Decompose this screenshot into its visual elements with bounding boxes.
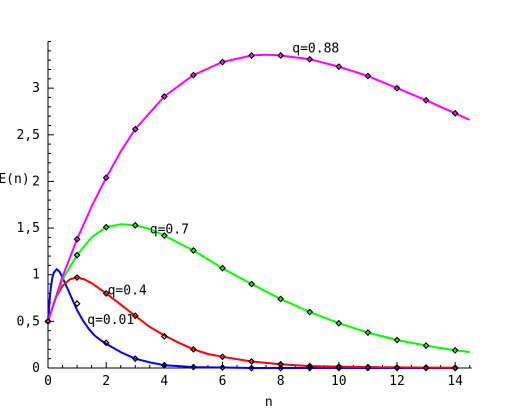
- x-tick-label: 6: [219, 374, 227, 389]
- data-point: [248, 358, 256, 365]
- y-tick-label: 2,5: [17, 128, 40, 143]
- data-point: [335, 63, 343, 71]
- data-point: [364, 363, 372, 371]
- curve-annotation: q=0.01: [87, 313, 134, 328]
- data-point: [160, 332, 168, 340]
- series-line: [47, 268, 456, 369]
- x-tick-label: 10: [331, 374, 347, 389]
- data-point: [393, 84, 401, 92]
- data-point: [219, 364, 226, 371]
- data-point: [248, 364, 256, 372]
- data-point: [422, 342, 430, 350]
- x-tick-label: 14: [447, 374, 463, 389]
- y-tick-label: 0,5: [17, 314, 40, 329]
- y-tick-label: 1: [32, 268, 40, 283]
- data-point: [102, 339, 110, 347]
- markers: [44, 52, 459, 372]
- data-point: [160, 361, 168, 369]
- series-line: [47, 276, 456, 369]
- data-point: [73, 274, 81, 281]
- data-point: [160, 232, 168, 239]
- data-point: [73, 251, 81, 259]
- data-point: [73, 300, 81, 308]
- data-point: [44, 317, 52, 325]
- data-point: [219, 264, 226, 272]
- data-point: [160, 93, 168, 100]
- data-point: [451, 109, 459, 117]
- y-tick-label: 2: [32, 174, 40, 189]
- x-tick-label: 8: [277, 374, 285, 389]
- x-tick-label: 4: [160, 374, 168, 389]
- data-point: [277, 52, 285, 59]
- data-point: [306, 308, 314, 316]
- data-point: [451, 364, 459, 372]
- data-point: [335, 319, 343, 327]
- x-tick-label: 12: [389, 374, 405, 389]
- data-point: [364, 72, 372, 80]
- data-point: [335, 363, 343, 371]
- series-line: [47, 53, 471, 322]
- data-point: [189, 363, 197, 371]
- data-point: [219, 353, 226, 361]
- data-point: [131, 221, 139, 229]
- data-point: [248, 52, 256, 59]
- labels: n E(n) q=0.88 q=0.7 q=0.4 q=0.01: [0, 42, 339, 410]
- data-point: [131, 125, 139, 133]
- data-point: [189, 71, 197, 79]
- axes: 0 2 4 6 8 10 12 14 0 0,5 1 1,5 2 2,5 3: [17, 41, 472, 389]
- data-point: [277, 364, 285, 372]
- data-point: [306, 55, 314, 63]
- y-tick-label: 3: [32, 81, 40, 96]
- curves: [47, 53, 471, 369]
- y-tick-label: 1,5: [17, 221, 40, 236]
- curve-annotation: q=0.7: [150, 223, 189, 238]
- data-point: [451, 346, 459, 354]
- data-point: [422, 364, 430, 372]
- data-point: [277, 360, 285, 368]
- data-point: [393, 363, 401, 371]
- curve-annotation: q=0.4: [108, 283, 147, 298]
- series-line: [47, 223, 470, 354]
- data-point: [306, 362, 314, 370]
- data-point: [364, 329, 372, 336]
- curve-annotation: q=0.88: [292, 42, 339, 57]
- data-point: [102, 289, 110, 297]
- x-axis-label: n: [265, 395, 273, 410]
- data-point: [219, 58, 226, 66]
- data-point: [102, 223, 110, 231]
- data-point: [189, 247, 197, 254]
- x-tick-label: 2: [102, 374, 110, 389]
- data-point: [131, 355, 139, 363]
- x-tick-label: 0: [44, 374, 52, 389]
- y-axis-label: E(n): [0, 172, 30, 187]
- data-point: [422, 96, 430, 104]
- y-tick-label: 0: [32, 361, 40, 376]
- data-point: [102, 174, 110, 182]
- data-point: [393, 336, 401, 344]
- data-point: [131, 312, 139, 320]
- data-point: [189, 345, 197, 353]
- data-point: [73, 235, 81, 243]
- data-point: [277, 295, 285, 303]
- data-point: [248, 280, 256, 288]
